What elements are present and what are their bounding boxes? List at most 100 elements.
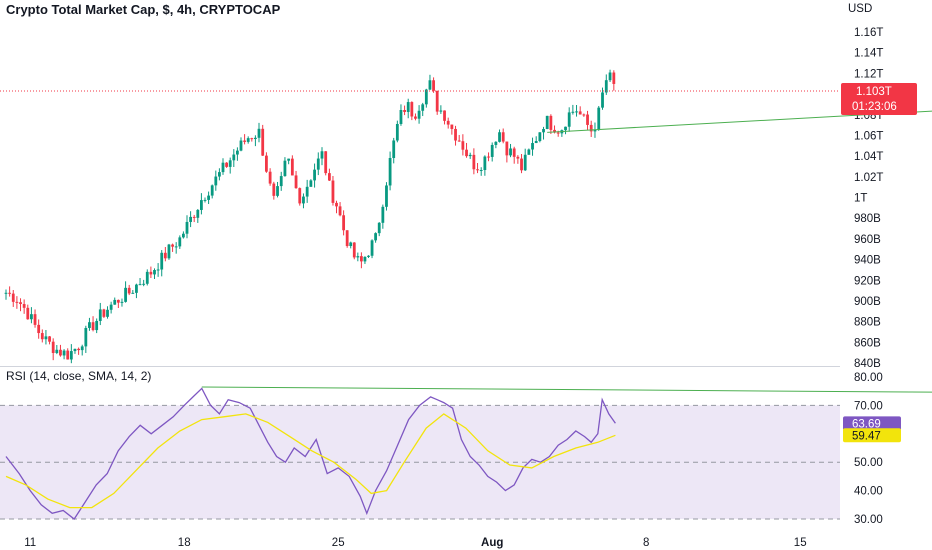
candle-down[interactable] [298,188,302,204]
candle-up[interactable] [468,154,472,157]
candle-down[interactable] [51,341,55,353]
time-axis[interactable]: 11 18 25 Aug 8 15 [24,537,806,549]
candle-up[interactable] [218,172,221,177]
candle-down[interactable] [250,138,254,140]
candle-up[interactable] [309,180,313,187]
candle-up[interactable] [98,309,102,321]
candle-up[interactable] [377,222,381,234]
candle-up[interactable] [356,256,360,258]
price-trendline[interactable] [547,52,932,133]
candle-up[interactable] [73,348,77,352]
candle-down[interactable] [505,141,509,156]
candle-down[interactable] [335,202,338,207]
candle-up[interactable] [124,287,127,302]
candle-down[interactable] [91,322,95,331]
candle-down[interactable] [290,158,294,176]
candle-down[interactable] [116,299,120,303]
candle-up[interactable] [534,141,538,144]
candle-down[interactable] [476,169,479,171]
candle-up[interactable] [276,186,279,196]
candle-up[interactable] [593,129,597,132]
rsi-line[interactable] [5,387,616,520]
candle-down[interactable] [586,114,589,125]
candle-down[interactable] [331,180,335,203]
candle-up[interactable] [138,284,142,286]
candle-up[interactable] [88,322,91,328]
candle-up[interactable] [142,283,146,285]
candle-up[interactable] [538,132,542,142]
candle-down[interactable] [265,155,268,172]
candle-up[interactable] [316,158,320,170]
candle-down[interactable] [342,215,346,231]
candle-up[interactable] [388,157,392,186]
candle-up[interactable] [221,162,225,173]
candle-up[interactable] [395,123,399,141]
candle-down[interactable] [435,90,439,112]
candle-up[interactable] [135,284,138,293]
candle-up[interactable] [254,137,257,140]
candle-up[interactable] [239,140,243,151]
candle-up[interactable] [421,104,425,111]
candle-down[interactable] [294,175,298,189]
candle-up[interactable] [153,270,156,275]
candle-up[interactable] [399,110,403,124]
candle-up[interactable] [531,143,534,150]
candle-up[interactable] [30,314,33,320]
candle-up[interactable] [232,154,236,161]
candle-up[interactable] [131,292,135,294]
candle-up[interactable] [320,151,324,159]
candle-up[interactable] [109,304,113,310]
candle-down[interactable] [163,252,167,259]
candle-down[interactable] [553,129,556,133]
candle-down[interactable] [243,140,246,142]
candle-down[interactable] [261,128,265,156]
candle-down[interactable] [589,124,593,132]
candle-up[interactable] [564,126,567,131]
candle-down[interactable] [432,80,435,91]
candle-up[interactable] [302,196,305,204]
candle-up[interactable] [196,209,200,218]
candle-down[interactable] [66,350,70,360]
candle-up[interactable] [203,199,207,201]
candle-down[interactable] [59,349,62,356]
candle-up[interactable] [604,80,608,93]
candle-down[interactable] [102,309,106,317]
candle-up[interactable] [160,252,164,270]
candle-down[interactable] [520,158,523,171]
candle-down[interactable] [465,149,468,157]
candle-up[interactable] [567,112,571,127]
candle-down[interactable] [359,256,363,262]
candle-up[interactable] [95,320,99,331]
candle-up[interactable] [84,327,88,347]
candle-down[interactable] [48,336,51,342]
candle-up[interactable] [349,242,353,247]
candle-down[interactable] [582,114,586,116]
candle-down[interactable] [450,124,454,129]
candle-down[interactable] [19,302,22,305]
candle-up[interactable] [494,141,498,145]
candle-down[interactable] [225,162,228,167]
candle-up[interactable] [601,92,604,108]
candle-down[interactable] [461,141,465,150]
candle-up[interactable] [367,255,370,257]
candle-up[interactable] [542,129,545,133]
candle-up[interactable] [228,160,232,167]
candle-up[interactable] [597,107,601,130]
candle-up[interactable] [210,185,214,196]
candle-down[interactable] [328,173,331,181]
candle-up[interactable] [246,138,250,142]
candle-up[interactable] [523,154,527,171]
candle-up[interactable] [120,301,124,303]
candle-down[interactable] [501,132,505,142]
candle-up[interactable] [313,169,316,181]
candle-up[interactable] [4,292,8,294]
candle-down[interactable] [612,72,616,84]
candle-down[interactable] [272,183,276,196]
candle-up[interactable] [113,299,117,305]
rsi-ma-line[interactable] [5,413,616,509]
candle-down[interactable] [403,110,406,112]
candle-down[interactable] [77,348,80,351]
candle-up[interactable] [44,336,48,340]
